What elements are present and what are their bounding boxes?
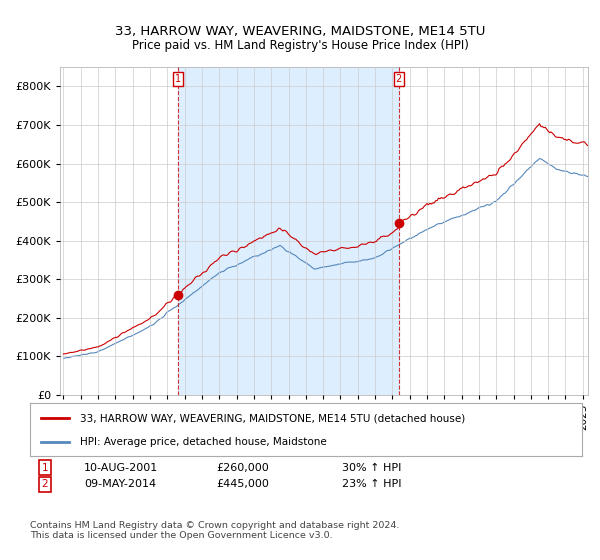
Text: 2: 2 [395, 74, 402, 84]
Text: £445,000: £445,000 [216, 479, 269, 489]
Text: 23% ↑ HPI: 23% ↑ HPI [342, 479, 401, 489]
Text: 33, HARROW WAY, WEAVERING, MAIDSTONE, ME14 5TU: 33, HARROW WAY, WEAVERING, MAIDSTONE, ME… [115, 25, 485, 38]
Text: 1: 1 [175, 74, 181, 84]
Text: HPI: Average price, detached house, Maidstone: HPI: Average price, detached house, Maid… [80, 436, 326, 446]
Text: 30% ↑ HPI: 30% ↑ HPI [342, 463, 401, 473]
Text: 09-MAY-2014: 09-MAY-2014 [84, 479, 156, 489]
Text: 33, HARROW WAY, WEAVERING, MAIDSTONE, ME14 5TU (detached house): 33, HARROW WAY, WEAVERING, MAIDSTONE, ME… [80, 413, 465, 423]
Text: Contains HM Land Registry data © Crown copyright and database right 2024.
This d: Contains HM Land Registry data © Crown c… [30, 521, 400, 540]
Text: 10-AUG-2001: 10-AUG-2001 [84, 463, 158, 473]
Bar [178, 67, 398, 395]
Text: £260,000: £260,000 [216, 463, 269, 473]
Text: 2: 2 [41, 479, 49, 489]
Text: 1: 1 [41, 463, 49, 473]
Text: Price paid vs. HM Land Registry's House Price Index (HPI): Price paid vs. HM Land Registry's House … [131, 39, 469, 52]
